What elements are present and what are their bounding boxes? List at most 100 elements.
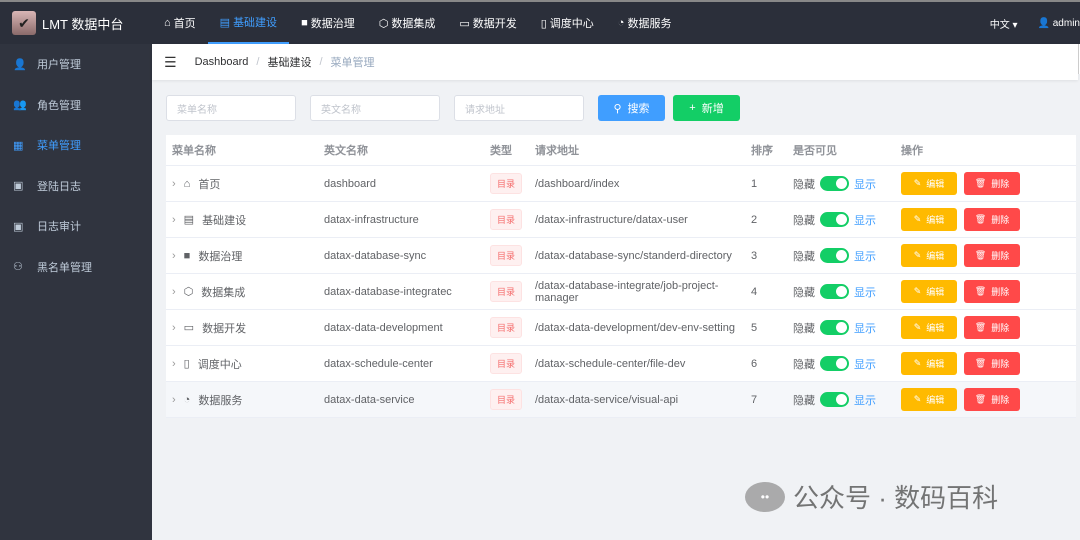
monitor-icon: ▭ bbox=[459, 17, 470, 30]
delete-button[interactable]: 🗑 删除 bbox=[964, 388, 1020, 411]
logo[interactable]: ✔ LMT 数据中台 bbox=[0, 11, 152, 35]
visible-toggle[interactable] bbox=[820, 176, 849, 191]
expand-icon[interactable]: › bbox=[172, 393, 176, 406]
sidebar-item[interactable]: ▣ 日志审计 bbox=[13, 220, 81, 234]
visible-toggle[interactable] bbox=[820, 320, 849, 335]
edit-button[interactable]: ✎ 编辑 bbox=[901, 316, 957, 339]
sidebar-item[interactable]: ▦ 菜单管理 bbox=[13, 139, 81, 153]
visible-toggle[interactable] bbox=[820, 248, 849, 263]
table-header: 菜单名称 英文名称 类型 请求地址 排序 是否可见 操作 bbox=[166, 135, 1076, 166]
expand-icon[interactable]: › bbox=[172, 177, 176, 190]
nav-tab[interactable]: ▯ 调度中心 bbox=[540, 17, 594, 31]
nav-tab[interactable]: ▤ 基础建设 bbox=[207, 2, 290, 44]
add-button[interactable]: + 新增 bbox=[673, 95, 740, 121]
url: /datax-infrastructure/datax-user bbox=[535, 213, 688, 226]
shield-icon: ◔ bbox=[617, 17, 625, 29]
hide-label: 隐藏 bbox=[793, 322, 815, 335]
sidebar-item[interactable]: ⚇ 黑名单管理 bbox=[13, 261, 92, 274]
plus-icon: + bbox=[689, 102, 696, 114]
search-button[interactable]: ⚲ 搜索 bbox=[598, 95, 665, 121]
visible-toggle[interactable] bbox=[820, 212, 849, 227]
watermark: •• 公众号 · 数码百科 bbox=[745, 478, 998, 515]
menu-name-input[interactable]: 菜单名称 bbox=[166, 95, 296, 121]
delete-button[interactable]: 🗑 删除 bbox=[964, 172, 1020, 195]
wechat-icon: •• bbox=[745, 481, 785, 512]
table-row: › ▭ 数据开发 datax-data-development 目录 /datax-… bbox=[166, 310, 1076, 346]
visible-toggle[interactable] bbox=[820, 284, 849, 299]
nav-tab[interactable]: ◔ 数据服务 bbox=[617, 17, 672, 30]
trash-icon: 🗑 bbox=[974, 214, 987, 224]
breadcrumb: ☰ Dashboard / 基础建设 / 菜单管理 bbox=[152, 44, 1078, 80]
edit-button[interactable]: ✎ 编辑 bbox=[901, 388, 957, 411]
visible-toggle[interactable] bbox=[820, 392, 849, 407]
nav-tab[interactable]: ■ 数据治理 bbox=[301, 17, 355, 30]
trash-icon: 🗑 bbox=[974, 178, 987, 188]
filter-bar: 菜单名称 英文名称 请求地址 ⚲ 搜索 + 新增 bbox=[166, 95, 740, 121]
menu-name: 数据服务 bbox=[198, 394, 243, 407]
edit-button[interactable]: ✎ 编辑 bbox=[901, 352, 957, 375]
right-panel-handle[interactable] bbox=[1078, 44, 1080, 74]
table-row: › ⬡ 数据集成 datax-database-integratec 目录 /dat… bbox=[166, 274, 1076, 310]
expand-icon[interactable]: › bbox=[172, 285, 176, 298]
url-input[interactable]: 请求地址 bbox=[454, 95, 584, 121]
type-tag: 目录 bbox=[490, 173, 523, 194]
show-label: 显示 bbox=[854, 178, 876, 191]
breadcrumb-item[interactable]: 基础建设 bbox=[267, 57, 312, 69]
table-row: › ◔ 数据服务 datax-data-service 目录 /datax-data… bbox=[166, 382, 1076, 418]
top-nav: ⌂ 首页 ▤ 基础建设 ■ 数据治理 ⬡ 数据集成 ▭ 数据开发 ▯ 调度中心 ◔ 数据服务 bbox=[152, 2, 683, 44]
col-header: 排序 bbox=[751, 145, 773, 157]
edit-button[interactable]: ✎ 编辑 bbox=[901, 244, 957, 267]
expand-icon[interactable]: › bbox=[172, 321, 176, 334]
blacklist-icon: ⚇ bbox=[13, 261, 23, 274]
table-row: › ▤ 基础建设 datax-infrastructure 目录 /datax-in… bbox=[166, 202, 1076, 238]
edit-icon: ✎ bbox=[913, 214, 922, 224]
trash-icon: 🗑 bbox=[974, 358, 987, 368]
trash-icon: 🗑 bbox=[974, 322, 987, 332]
show-label: 显示 bbox=[854, 214, 876, 227]
user-menu[interactable]: 👤 admin bbox=[1037, 17, 1080, 29]
clipboard-icon: ▯ bbox=[540, 17, 547, 30]
edit-button[interactable]: ✎ 编辑 bbox=[901, 208, 957, 231]
delete-button[interactable]: 🗑 删除 bbox=[964, 280, 1020, 303]
search-icon: ⚲ bbox=[613, 102, 622, 115]
breadcrumb-current: 菜单管理 bbox=[330, 57, 375, 69]
edit-button[interactable]: ✎ 编辑 bbox=[901, 280, 957, 303]
sidebar-item[interactable]: 👤 用户管理 bbox=[13, 58, 81, 72]
edit-button[interactable]: ✎ 编辑 bbox=[901, 172, 957, 195]
english-name: datax-database-sync bbox=[324, 249, 427, 262]
sort: 3 bbox=[751, 249, 758, 262]
col-header: 菜单名称 bbox=[172, 145, 216, 157]
menu-toggle-icon[interactable]: ☰ bbox=[164, 53, 177, 70]
sidebar-item[interactable]: ▣ 登陆日志 bbox=[13, 180, 81, 193]
delete-button[interactable]: 🗑 删除 bbox=[964, 244, 1020, 267]
sort: 5 bbox=[751, 321, 758, 334]
visible-toggle[interactable] bbox=[820, 356, 849, 371]
delete-button[interactable]: 🗑 删除 bbox=[964, 352, 1020, 375]
expand-icon[interactable]: › bbox=[172, 249, 176, 262]
logo-icon: ✔ bbox=[12, 11, 36, 35]
nav-tab[interactable]: ⌂ 首页 bbox=[164, 17, 196, 30]
edit-icon: ✎ bbox=[913, 178, 922, 188]
expand-icon[interactable]: › bbox=[172, 213, 176, 226]
sidebar-item[interactable]: 👥 角色管理 bbox=[13, 99, 81, 112]
col-header: 操作 bbox=[901, 145, 923, 157]
hide-label: 隐藏 bbox=[793, 358, 815, 371]
english-name: datax-data-service bbox=[324, 393, 415, 406]
english-name-input[interactable]: 英文名称 bbox=[310, 95, 440, 121]
col-header: 英文名称 bbox=[324, 145, 368, 157]
url: /datax-database-integrate/job-project-ma… bbox=[535, 279, 719, 304]
role-icon: 👥 bbox=[13, 99, 27, 112]
delete-button[interactable]: 🗑 删除 bbox=[964, 208, 1020, 231]
breadcrumb-item[interactable]: Dashboard bbox=[194, 56, 249, 68]
delete-button[interactable]: 🗑 删除 bbox=[964, 316, 1020, 339]
nav-tab[interactable]: ⬡ 数据集成 bbox=[378, 17, 436, 31]
menu-name: 数据开发 bbox=[202, 322, 247, 335]
english-name: dashboard bbox=[324, 177, 376, 190]
menu-table: 菜单名称 英文名称 类型 请求地址 排序 是否可见 操作 › ⌂ 首页 dashbo… bbox=[166, 135, 1076, 418]
grid-icon: ▦ bbox=[13, 139, 24, 152]
log-icon: ▣ bbox=[13, 180, 24, 193]
expand-icon[interactable]: › bbox=[172, 357, 176, 370]
nav-tab[interactable]: ▭ 数据开发 bbox=[459, 17, 517, 31]
cube-icon: ⬡ bbox=[378, 17, 389, 30]
language-select[interactable]: 中文 ▾ bbox=[989, 19, 1018, 31]
